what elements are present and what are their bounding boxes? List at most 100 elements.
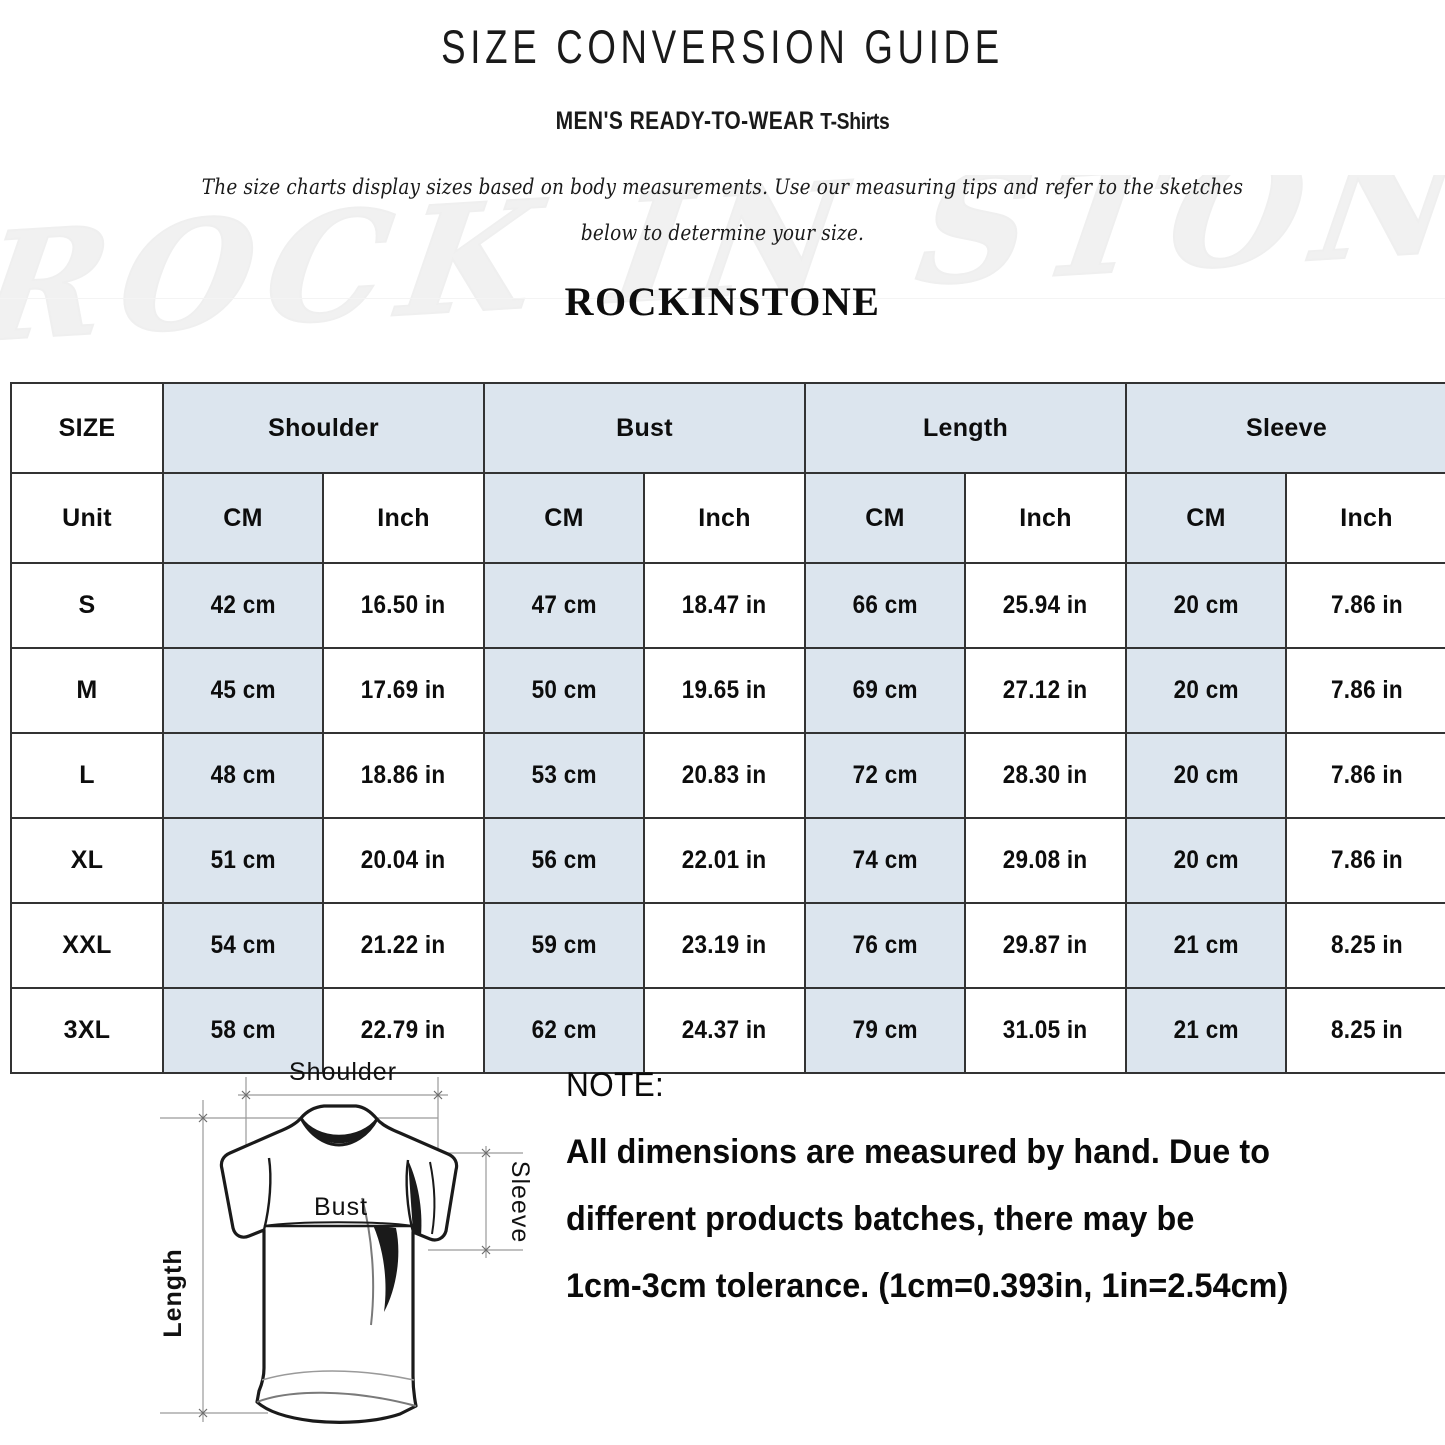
table-cell-value: 8.25 in <box>1285 987 1445 1074</box>
cell-value-text: 50 cm <box>531 676 597 704</box>
cell-value-text: 74 cm <box>852 846 918 874</box>
table-cell-value: 21 cm <box>1125 987 1288 1074</box>
table-cell-value: 54 cm <box>162 902 324 989</box>
note-block: NOTE: All dimensions are measured by han… <box>566 1066 1401 1306</box>
table-cell-value: 7.86 in <box>1285 647 1445 734</box>
cell-value-text: 18.86 in <box>361 761 446 789</box>
table-cell-value: 20 cm <box>1125 732 1288 819</box>
cell-value-text: 20 cm <box>1173 761 1239 789</box>
cell-value-text: 76 cm <box>852 931 918 959</box>
cell-value-text: 69 cm <box>852 676 918 704</box>
page-subtitle: MEN'S READY-TO-WEAR T-Shirts <box>116 107 1330 136</box>
table-cell-value: 20.83 in <box>642 732 807 819</box>
description-line-2: below to determine your size. <box>580 221 865 246</box>
cell-value-text: 27.12 in <box>1003 676 1088 704</box>
table-cell-value: 7.86 in <box>1285 817 1445 904</box>
table-cell-value: 45 cm <box>162 647 324 734</box>
table-cell-value: 47 cm <box>483 562 645 649</box>
table-cell-value: 23.19 in <box>642 902 807 989</box>
table-cell-size: L <box>10 732 164 819</box>
table-cell-value: 74 cm <box>804 817 967 904</box>
header-unit-bust-inch: Inch <box>642 472 807 564</box>
table-cell-value: 28.30 in <box>964 732 1128 819</box>
table-cell-value: 18.86 in <box>322 732 485 819</box>
table-cell-value: 21 cm <box>1125 902 1288 989</box>
tshirt-measurement-diagram: Shoulder Bust Sleeve Length <box>138 1050 548 1445</box>
table-cell-value: 7.86 in <box>1285 562 1445 649</box>
header-unit-shoulder-inch: Inch <box>322 472 485 564</box>
cell-value-text: 47 cm <box>531 591 597 619</box>
note-title: NOTE: <box>566 1066 665 1104</box>
cell-value-text: 8.25 in <box>1330 1016 1403 1044</box>
table-cell-value: 58 cm <box>162 987 324 1074</box>
page-header: SIZE CONVERSION GUIDE MEN'S READY-TO-WEA… <box>0 0 1445 136</box>
cell-value-text: 23.19 in <box>682 931 767 959</box>
diagram-label-length: Length <box>159 1248 187 1337</box>
page-title: SIZE CONVERSION GUIDE <box>441 20 1004 73</box>
table-cell-value: 16.50 in <box>322 562 485 649</box>
cell-value-text: 59 cm <box>531 931 597 959</box>
cell-value-text: 7.86 in <box>1330 676 1403 704</box>
table-cell-value: 66 cm <box>804 562 967 649</box>
cell-value-text: 19.65 in <box>682 676 767 704</box>
table-cell-value: 76 cm <box>804 902 967 989</box>
header-group-length: Length <box>804 382 1128 474</box>
table-cell-value: 29.87 in <box>964 902 1128 989</box>
bottom-section: Shoulder Bust Sleeve Length NOTE: All di… <box>0 1050 1445 1445</box>
table-cell-value: 20 cm <box>1125 817 1288 904</box>
table-cell-value: 20 cm <box>1125 562 1288 649</box>
cell-value-text: 22.79 in <box>361 1016 446 1044</box>
table-cell-value: 51 cm <box>162 817 324 904</box>
table-cell-value: 59 cm <box>483 902 645 989</box>
cell-value-text: 24.37 in <box>682 1016 767 1044</box>
table-cell-value: 31.05 in <box>964 987 1128 1074</box>
note-line-1: All dimensions are measured by hand. Due… <box>566 1133 1271 1171</box>
table-row: S 42 cm 16.50 in 47 cm 18.47 in 66 cm 25.94 in… <box>10 562 1445 649</box>
header-group-shoulder: Shoulder <box>162 382 485 474</box>
diagram-label-shoulder: Shoulder <box>289 1058 397 1086</box>
header-unit-label: Unit <box>10 472 164 564</box>
table-cell-value: 7.86 in <box>1285 732 1445 819</box>
cell-value-text: 20 cm <box>1173 591 1239 619</box>
cell-value-text: 56 cm <box>531 846 597 874</box>
diagram-label-bust: Bust <box>314 1193 368 1221</box>
header-unit-sleeve-cm: CM <box>1125 472 1288 564</box>
table-body: S 42 cm 16.50 in 47 cm 18.47 in 66 cm 25.94 in… <box>10 562 1445 1074</box>
cell-value-text: 20 cm <box>1173 846 1239 874</box>
header-size: SIZE <box>10 382 164 474</box>
table-row: XXL 54 cm 21.22 in 59 cm 23.19 in 76 cm 29.87 … <box>10 902 1445 989</box>
table-cell-value: 25.94 in <box>964 562 1128 649</box>
description-line-1: The size charts display sizes based on b… <box>201 175 1244 200</box>
table-cell-value: 69 cm <box>804 647 967 734</box>
header-unit-length-cm: CM <box>804 472 967 564</box>
cell-value-text: 58 cm <box>210 1016 276 1044</box>
table-header-groups: SIZE Shoulder Bust Length Sleeve <box>10 382 1445 474</box>
size-chart-table: SIZE Shoulder Bust Length Sleeve Unit CM… <box>10 382 1445 1074</box>
table-cell-size: 3XL <box>10 987 164 1074</box>
table-cell-size: S <box>10 562 164 649</box>
cell-value-text: 45 cm <box>210 676 276 704</box>
cell-value-text: 28.30 in <box>1003 761 1088 789</box>
cell-value-text: 66 cm <box>852 591 918 619</box>
table-cell-value: 22.79 in <box>322 987 485 1074</box>
cell-value-text: 53 cm <box>531 761 597 789</box>
cell-value-text: 29.87 in <box>1003 931 1088 959</box>
diagram-label-sleeve: Sleeve <box>506 1161 534 1243</box>
table-cell-value: 27.12 in <box>964 647 1128 734</box>
note-line-3: 1cm-3cm tolerance. (1cm=0.393in, 1in=2.5… <box>566 1267 1289 1305</box>
table-row: L 48 cm 18.86 in 53 cm 20.83 in 72 cm 28.30 in… <box>10 732 1445 819</box>
cell-value-text: 8.25 in <box>1330 931 1403 959</box>
table-cell-size: XL <box>10 817 164 904</box>
cell-value-text: 31.05 in <box>1003 1016 1088 1044</box>
table-cell-value: 8.25 in <box>1285 902 1445 989</box>
table-cell-value: 48 cm <box>162 732 324 819</box>
table-cell-value: 20 cm <box>1125 647 1288 734</box>
brand-name: ROCKINSTONE <box>564 279 881 325</box>
cell-value-text: 25.94 in <box>1003 591 1088 619</box>
note-line-2: different products batches, there may be <box>566 1200 1195 1238</box>
header-unit-shoulder-cm: CM <box>162 472 324 564</box>
cell-value-text: 42 cm <box>210 591 276 619</box>
cell-value-text: 18.47 in <box>682 591 767 619</box>
cell-value-text: 21 cm <box>1173 1016 1239 1044</box>
